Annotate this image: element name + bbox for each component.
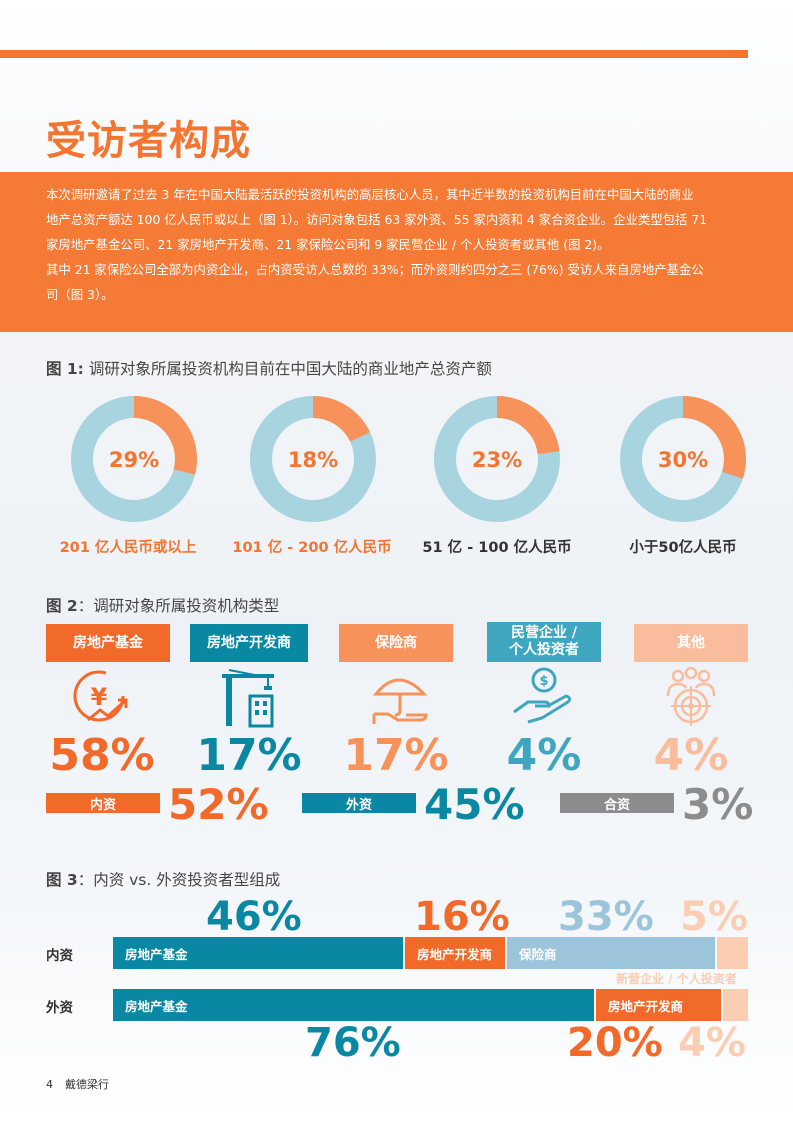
- intro-line: 司（图 3）。: [46, 287, 114, 302]
- intro-line: 家房地产基金公司、21 家房地产开发商、21 家保险公司和 9 家民营企业 / …: [46, 237, 610, 252]
- svg-text:$: $: [539, 674, 548, 689]
- page-title: 受访者构成: [46, 118, 251, 164]
- fig1-donut: 29%: [69, 394, 199, 524]
- fig3-domestic-pct-insurer: 33%: [558, 894, 654, 940]
- cat-box-insurer: 保险商: [339, 624, 453, 662]
- cat-pct-private-investor: 4%: [506, 730, 582, 781]
- fig3-private-investor-label: 新营企业 / 个人投资者: [616, 972, 737, 986]
- ownership-jv-pct: 3%: [682, 780, 754, 829]
- fig3-bar-segment: 房地产基金: [113, 989, 594, 1021]
- fig3-title-text: ：内资 vs. 外资投资者型组成: [77, 871, 281, 889]
- cat-pct-insurer: 17%: [343, 730, 449, 781]
- fig3-bar-segment: 房地产开发商: [596, 989, 721, 1021]
- ownership-domestic-bar: 内资: [46, 793, 160, 813]
- top-accent-rule: [0, 50, 748, 58]
- cat-box-private-investor: 民营企业 / 个人投资者: [487, 622, 601, 662]
- fig1-donut: 30%: [618, 394, 748, 524]
- donut-pct-label: 29%: [109, 448, 159, 472]
- fig1-donut: 23%: [432, 394, 562, 524]
- cat-box-other: 其他: [634, 624, 748, 662]
- fig2-title: 图 2：调研对象所属投资机构类型: [46, 594, 279, 616]
- fig3-bar-segment: 保险商: [507, 937, 715, 969]
- cat-name-line1: 民营企业 /: [511, 625, 577, 641]
- cat-name: 房地产基金: [73, 634, 143, 651]
- fig3-label: 图 3: [46, 871, 78, 889]
- fig3-bar-segment: 房地产开发商: [405, 937, 505, 969]
- cat-name: 保险商: [375, 634, 417, 651]
- fig2-label: 图 2: [46, 597, 78, 615]
- fig2-title-text: ：调研对象所属投资机构类型: [77, 597, 280, 615]
- donut-slice: [250, 396, 376, 522]
- cat-name: 其他: [677, 634, 705, 651]
- donut-slice: [71, 396, 197, 522]
- donut-slice: [620, 396, 746, 522]
- fig3-foreign-bar: 房地产基金 房地产开发商: [113, 989, 748, 1021]
- intro-line: 地产总资产额达 100 亿人民币或以上（图 1）。访问对象包括 63 家外资、5…: [46, 212, 708, 227]
- cat-pct-other: 4%: [653, 730, 729, 781]
- cat-name-line2: 个人投资者: [509, 642, 579, 658]
- fig3-foreign-pct-developer: 20%: [567, 1020, 663, 1066]
- donut-pct-label: 18%: [288, 448, 338, 472]
- svg-text:¥: ¥: [91, 683, 108, 711]
- footer: 4 戴德梁行: [46, 1076, 121, 1092]
- money-hand-icon: $: [510, 666, 580, 726]
- fig1-label: 图 1:: [46, 360, 84, 378]
- page-number: 4: [46, 1078, 53, 1091]
- fig3-domestic-bar: 房地产基金 房地产开发商 保险商: [113, 937, 748, 969]
- fig3-row-label-domestic: 内资: [46, 948, 73, 964]
- fig1-donut-label: 51 亿 - 100 亿人民币: [422, 540, 572, 556]
- fig3-bar-segment: [723, 989, 748, 1021]
- intro-line: 其中 21 家保险公司全部为内资企业，占内资受访人总数的 33%；而外资则约四分…: [46, 262, 704, 277]
- fig3-domestic-pct-developer: 16%: [414, 894, 510, 940]
- crane-building-icon: [220, 666, 290, 728]
- ownership-foreign-bar: 外资: [302, 793, 416, 813]
- ownership-foreign-pct: 45%: [424, 780, 525, 829]
- fig3-foreign-pct-private: 4%: [678, 1020, 746, 1066]
- ownership-jv-bar: 合资: [560, 793, 674, 813]
- ownership-domestic-pct: 52%: [168, 780, 269, 829]
- donut-slice: [434, 396, 560, 522]
- brand-name: 戴德梁行: [65, 1078, 109, 1091]
- fig3-foreign-pct-fund: 76%: [305, 1020, 401, 1066]
- fig1-donut-label: 101 亿 - 200 亿人民币: [232, 540, 392, 556]
- fig1-donut-label: 201 亿人民币或以上: [59, 540, 197, 556]
- cat-name: 房地产开发商: [207, 634, 291, 651]
- umbrella-hand-icon: [368, 666, 438, 726]
- cat-box-real-estate-fund: 房地产基金: [46, 624, 170, 662]
- donut-pct-label: 30%: [658, 448, 708, 472]
- cat-pct-real-estate-fund: 58%: [49, 730, 155, 781]
- fig3-title: 图 3：内资 vs. 外资投资者型组成: [46, 868, 280, 890]
- fig3-bar-segment: [717, 937, 748, 969]
- fig1-title-text: 调研对象所属投资机构目前在中国大陆的商业地产总资产额: [83, 360, 492, 378]
- yen-growth-icon: ¥: [66, 668, 136, 728]
- fig1-donut-label: 小于50亿人民币: [629, 540, 737, 556]
- donut-pct-label: 23%: [472, 448, 522, 472]
- cat-pct-developer: 17%: [196, 730, 302, 781]
- fig3-domestic-pct-private: 5%: [680, 894, 748, 940]
- intro-panel: 本次调研邀请了过去 3 年在中国大陆最活跃的投资机构的高层核心人员，其中近半数的…: [0, 172, 793, 332]
- fig3-domestic-pct-fund: 46%: [206, 894, 302, 940]
- intro-line: 本次调研邀请了过去 3 年在中国大陆最活跃的投资机构的高层核心人员，其中近半数的…: [46, 187, 694, 202]
- fig1-title: 图 1: 调研对象所属投资机构目前在中国大陆的商业地产总资产额: [46, 357, 492, 379]
- fig1-donut: 18%: [248, 394, 378, 524]
- fig3-row-label-foreign: 外资: [46, 1000, 73, 1016]
- cat-box-developer: 房地产开发商: [190, 624, 308, 662]
- people-target-icon: [656, 666, 726, 726]
- fig3-bar-segment: 房地产基金: [113, 937, 403, 969]
